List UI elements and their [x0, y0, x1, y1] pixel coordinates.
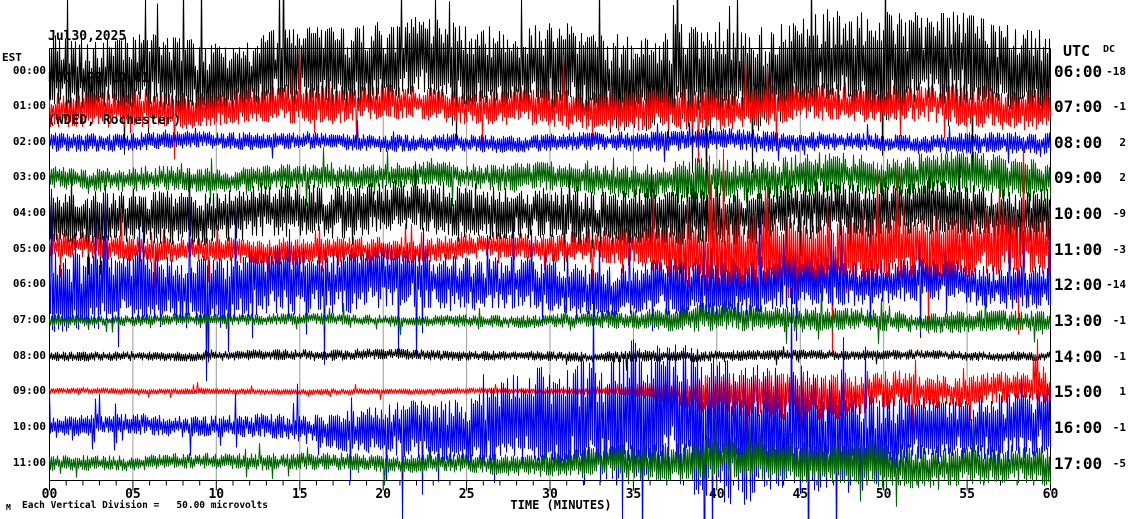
utc-hour-label: 15:00 — [1054, 382, 1103, 402]
dc-value: -1 — [1112, 100, 1126, 114]
title-date: Jul30,2025 — [48, 29, 127, 44]
dc-value: -1 — [1112, 313, 1126, 327]
est-hour-label: 07:00 — [12, 312, 46, 326]
utc-hour-label: 12:00 — [1054, 275, 1103, 295]
dc-value: 2 — [1119, 135, 1126, 149]
trace-1000-est — [49, 288, 1051, 519]
title-operator: (WDED, Rochester) — [48, 113, 182, 128]
dc-value: 1 — [1119, 385, 1126, 399]
utc-hour-label: 13:00 — [1054, 310, 1103, 330]
dc-value: -3 — [1112, 242, 1126, 256]
trace-0300-est — [49, 147, 1051, 217]
x-tick-label: 60 — [1043, 487, 1059, 502]
x-tick-label: 55 — [959, 487, 975, 502]
dc-value: -18 — [1106, 64, 1126, 78]
trace-1100-est — [49, 418, 1051, 507]
x-tick-label: 30 — [542, 487, 558, 502]
x-axis-title: TIME (MINUTES) — [510, 498, 612, 512]
utc-hour-label: 10:00 — [1054, 204, 1103, 224]
est-hour-label: 08:00 — [12, 348, 46, 362]
utc-hour-label: 09:00 — [1054, 168, 1103, 188]
trace-0700-est — [49, 284, 1051, 345]
dc-value: -14 — [1106, 278, 1126, 292]
est-hour-label: 11:00 — [12, 455, 46, 469]
utc-hour-label: 16:00 — [1054, 417, 1103, 437]
utc-hour-label: 08:00 — [1054, 132, 1103, 152]
x-tick-label: 00 — [42, 487, 58, 502]
est-hour-label: 06:00 — [12, 277, 46, 291]
dc-column-header: DC — [1103, 44, 1116, 55]
trace-0400-est — [49, 157, 1051, 275]
dc-value: 2 — [1119, 171, 1126, 185]
trace-0500-est — [49, 141, 1051, 354]
utc-hour-label: 14:00 — [1054, 346, 1103, 366]
dc-value: -9 — [1112, 207, 1126, 221]
watermark-mark: M — [6, 503, 11, 512]
x-tick-label: 05 — [125, 487, 141, 502]
est-hour-label: 01:00 — [12, 99, 46, 113]
utc-hour-label: 06:00 — [1054, 61, 1103, 81]
trace-0800-est — [49, 346, 1051, 371]
est-hour-label: 04:00 — [12, 206, 46, 220]
scale-note: Each Vertical Division = 50.00 microvolt… — [22, 500, 268, 511]
x-tick-label: 35 — [626, 487, 642, 502]
dc-value: -1 — [1112, 420, 1126, 434]
title-block: Jul30,2025 ROC LPZ LD 01 (WDED, Rocheste… — [48, 2, 181, 156]
x-tick-label: 40 — [709, 487, 725, 502]
x-tick-label: 20 — [375, 487, 391, 502]
x-tick-label: 10 — [208, 487, 224, 502]
utc-hour-label: 11:00 — [1054, 239, 1103, 259]
dc-value: -1 — [1112, 349, 1126, 363]
trace-0100-est — [49, 48, 1051, 163]
est-hour-label: 00:00 — [12, 63, 46, 77]
title-station: ROC LPZ LD 01 — [48, 71, 150, 86]
utc-hour-label: 07:00 — [1054, 97, 1103, 117]
trace-0600-est — [49, 185, 1051, 382]
x-tick-label: 15 — [292, 487, 308, 502]
est-hour-label: 05:00 — [12, 241, 46, 255]
x-tick-label: 25 — [459, 487, 475, 502]
est-hour-label: 09:00 — [12, 384, 46, 398]
dc-value: -5 — [1112, 456, 1126, 470]
est-axis-header: EST — [2, 51, 22, 64]
x-tick-label: 45 — [792, 487, 808, 502]
utc-hour-label: 17:00 — [1054, 453, 1103, 473]
est-hour-label: 03:00 — [12, 170, 46, 184]
trace-0200-est — [49, 120, 1051, 164]
x-tick-label: 50 — [876, 487, 892, 502]
est-hour-label: 10:00 — [12, 419, 46, 433]
est-hour-label: 02:00 — [12, 134, 46, 148]
utc-axis-header: UTC — [1063, 42, 1091, 60]
